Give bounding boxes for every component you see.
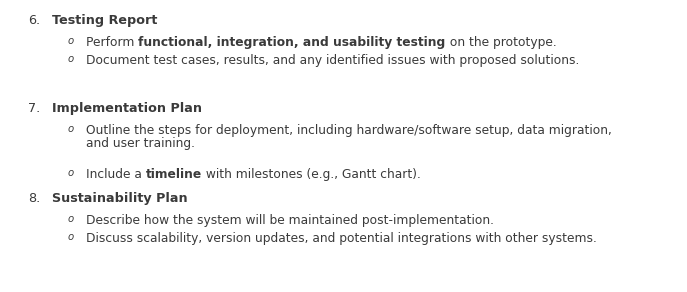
Text: o: o [68, 214, 74, 224]
Text: Testing Report: Testing Report [52, 14, 157, 27]
Text: Discuss scalability, version updates, and potential integrations with other syst: Discuss scalability, version updates, an… [86, 232, 597, 245]
Text: Perform: Perform [86, 36, 138, 49]
Text: timeline: timeline [146, 168, 202, 181]
Text: o: o [68, 232, 74, 242]
Text: Outline the steps for deployment, including hardware/software setup, data migrat: Outline the steps for deployment, includ… [86, 124, 612, 137]
Text: 7.: 7. [28, 102, 41, 115]
Text: Document test cases, results, and any identified issues with proposed solutions.: Document test cases, results, and any id… [86, 54, 579, 67]
Text: Implementation Plan: Implementation Plan [52, 102, 202, 115]
Text: and user training.: and user training. [86, 137, 195, 150]
Text: o: o [68, 124, 74, 134]
Text: on the prototype.: on the prototype. [445, 36, 556, 49]
Text: 8.: 8. [28, 192, 41, 205]
Text: o: o [68, 36, 74, 46]
Text: Describe how the system will be maintained post-implementation.: Describe how the system will be maintain… [86, 214, 494, 227]
Text: 6.: 6. [28, 14, 40, 27]
Text: with milestones (e.g., Gantt chart).: with milestones (e.g., Gantt chart). [202, 168, 421, 181]
Text: o: o [68, 168, 74, 178]
Text: functional, integration, and usability testing: functional, integration, and usability t… [138, 36, 445, 49]
Text: Sustainability Plan: Sustainability Plan [52, 192, 188, 205]
Text: Include a: Include a [86, 168, 146, 181]
Text: o: o [68, 54, 74, 64]
